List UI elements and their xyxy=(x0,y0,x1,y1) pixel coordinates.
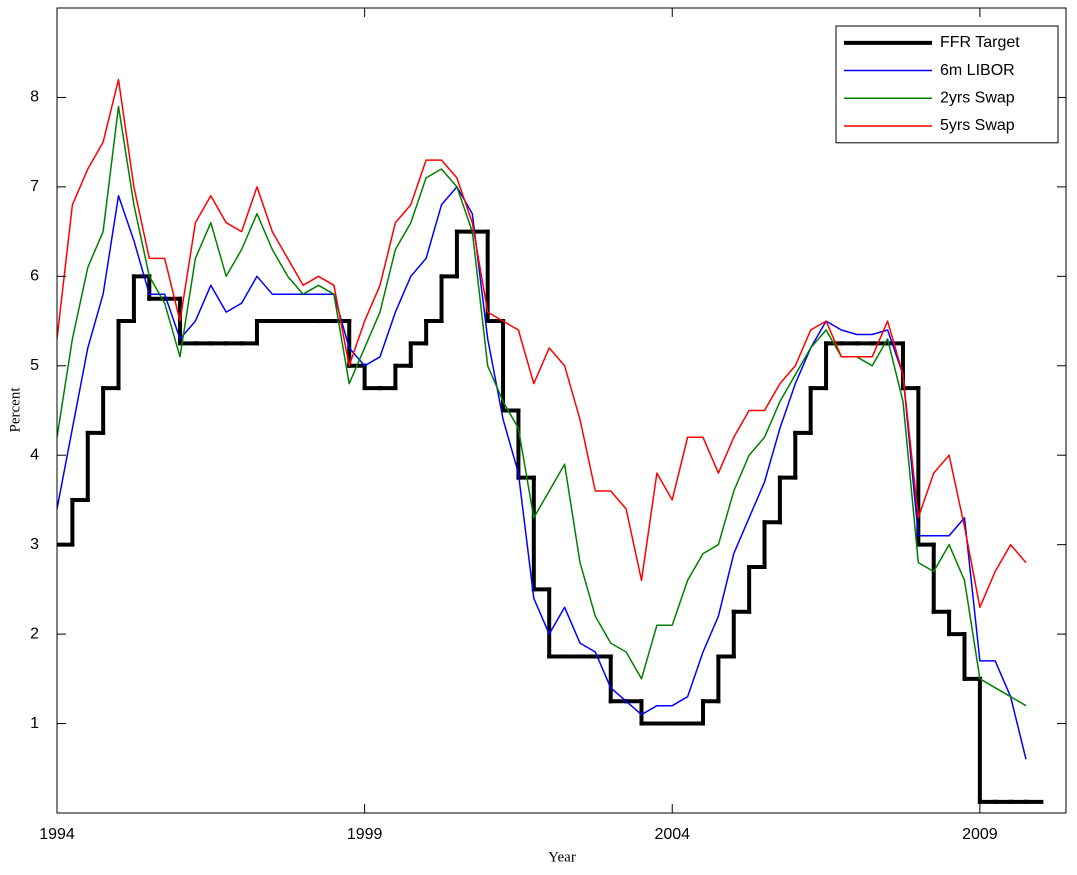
y-tick-label: 2 xyxy=(30,625,39,642)
legend: FFR Target 6m LIBOR 2yrs Swap 5yrs Swap xyxy=(835,25,1059,144)
legend-box xyxy=(835,25,1059,144)
y-tick-label: 1 xyxy=(30,715,39,732)
y-axis-label: Percent xyxy=(7,387,23,433)
series-line xyxy=(57,78,1027,609)
y-tick-label: 5 xyxy=(30,357,39,374)
series-line xyxy=(57,186,1027,760)
legend-label: 6m LIBOR xyxy=(940,62,1015,79)
y-tick-label: 7 xyxy=(30,178,39,195)
legend-label: FFR Target xyxy=(940,34,1020,51)
legend-label: 2yrs Swap xyxy=(940,89,1015,106)
legend-label: 5yrs Swap xyxy=(940,117,1015,134)
x-tick-label: 1999 xyxy=(347,826,383,843)
series-line xyxy=(57,105,1027,707)
x-tick-label: 2004 xyxy=(654,826,690,843)
y-tick-label: 8 xyxy=(30,89,39,106)
axes-frame xyxy=(56,7,1067,814)
y-tick-label: 4 xyxy=(30,446,39,463)
x-tick-label: 2009 xyxy=(962,826,998,843)
y-tick-label: 3 xyxy=(30,536,39,553)
x-tick-label: 1994 xyxy=(39,826,75,843)
y-tick-label: 6 xyxy=(30,268,39,285)
x-axis-label: Year xyxy=(548,849,576,865)
plot-area xyxy=(57,78,1044,804)
